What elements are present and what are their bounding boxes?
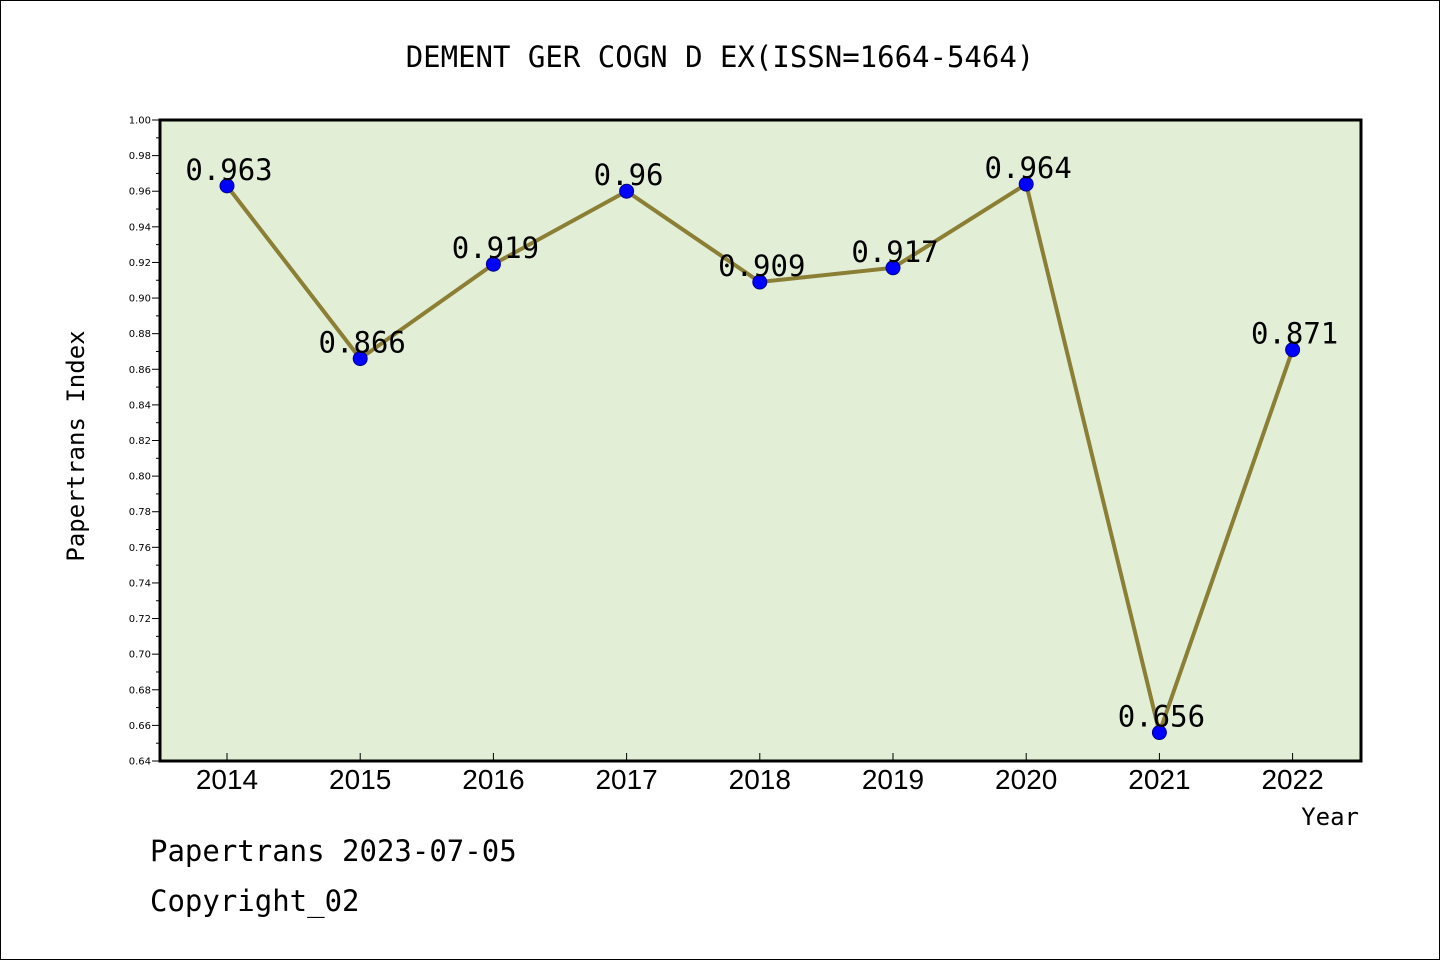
y-axis-label: Papertrans Index (62, 330, 90, 561)
y-tick-label: 0.64 (129, 757, 151, 768)
data-point (219, 178, 235, 194)
x-tick-label: 2020 (995, 764, 1057, 795)
x-tick-label: 2016 (462, 764, 524, 795)
x-tick-label: 2014 (196, 764, 258, 795)
x-tick-label: 2022 (1261, 764, 1323, 795)
data-label: 0.919 (452, 231, 539, 265)
y-tick-label: 0.66 (129, 721, 151, 732)
data-label: 0.871 (1251, 317, 1338, 351)
data-label: 0.917 (851, 235, 938, 269)
y-tick-label: 0.82 (129, 436, 151, 447)
y-tick-label: 0.84 (129, 400, 151, 411)
y-tick-label: 0.78 (129, 507, 151, 518)
y-tick-label: 0.98 (129, 151, 151, 162)
y-tick-label: 0.96 (129, 187, 151, 198)
y-tick-label: 0.86 (129, 365, 151, 376)
data-label: 0.96 (594, 158, 664, 192)
y-tick-label: 0.90 (129, 294, 151, 305)
data-point (1018, 176, 1034, 192)
plot-area (158, 118, 1363, 763)
y-tick-label: 0.76 (129, 543, 151, 554)
series: 0.963 0.866 0.919 0.96 0.909 0.917 0.964 0.656 0… (185, 151, 1338, 741)
data-point (885, 260, 901, 276)
y-tick-label: 0.88 (129, 329, 151, 340)
y-axis: 0.64 0.66 0.68 0.70 0.72 0.74 0.76 0.78 0.80 0.82… (129, 116, 160, 768)
y-tick-label: 0.74 (129, 578, 151, 589)
chart-title: DEMENT GER COGN D EX(ISSN=1664-5464) (406, 40, 1035, 74)
data-point (1285, 342, 1301, 358)
footer-copyright: Copyright_02 (150, 884, 360, 918)
x-tick-label: 2015 (329, 764, 391, 795)
y-tick-label: 0.92 (129, 258, 151, 269)
x-axis-label: Year (1301, 803, 1359, 831)
y-tick-label: 0.94 (129, 222, 151, 233)
y-tick-label: 0.68 (129, 685, 151, 696)
data-label: 0.963 (185, 153, 272, 187)
data-point (752, 274, 768, 290)
data-label: 0.909 (718, 249, 805, 283)
x-tick-label: 2021 (1128, 764, 1190, 795)
data-point (1151, 725, 1167, 741)
x-tick-label: 2017 (595, 764, 657, 795)
x-axis: 2014 2015 2016 2017 2018 2019 2020 2021 2022 (196, 753, 1324, 795)
x-tick-label: 2019 (862, 764, 924, 795)
data-point (485, 256, 501, 272)
data-label: 0.866 (319, 326, 406, 360)
footer-date: Papertrans 2023-07-05 (150, 834, 517, 868)
data-label: 0.656 (1118, 700, 1205, 734)
y-tick-label: 0.80 (129, 472, 151, 483)
data-point (619, 183, 635, 199)
y-tick-label: 0.70 (129, 650, 151, 661)
y-tick-label: 1.00 (129, 116, 151, 127)
x-tick-label: 2018 (729, 764, 791, 795)
data-label: 0.964 (985, 151, 1072, 185)
data-point (352, 351, 368, 367)
y-tick-label: 0.72 (129, 614, 151, 625)
